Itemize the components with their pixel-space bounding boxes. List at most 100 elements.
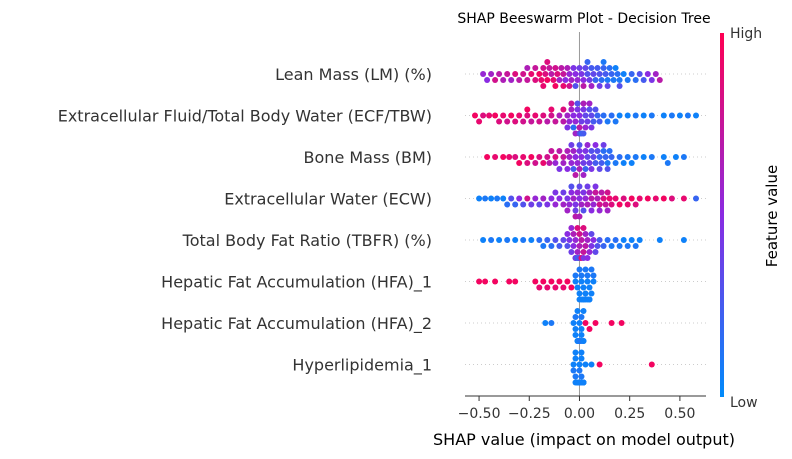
shap-point	[488, 195, 495, 202]
shap-point	[636, 195, 643, 202]
shap-point	[616, 154, 623, 160]
shap-point	[568, 142, 575, 148]
shap-point	[586, 249, 593, 255]
shap-point	[574, 100, 581, 107]
shap-point	[570, 65, 577, 71]
shap-point	[594, 112, 601, 119]
shap-point	[608, 154, 615, 160]
shap-point	[524, 65, 531, 71]
shap-point	[548, 148, 555, 154]
shap-point	[516, 77, 523, 83]
shap-point	[560, 106, 567, 113]
shap-point	[524, 195, 531, 202]
shap-point	[588, 65, 595, 71]
shap-point	[576, 195, 583, 202]
shap-point	[578, 272, 585, 279]
shap-point	[544, 154, 551, 160]
shap-point	[552, 189, 559, 196]
shap-point	[476, 278, 483, 285]
shap-point	[532, 65, 539, 71]
shap-point	[568, 189, 575, 196]
shap-point	[576, 142, 583, 148]
shap-point	[582, 65, 589, 71]
shap-point	[566, 83, 573, 89]
shap-point	[602, 201, 609, 208]
shap-point	[680, 237, 687, 243]
shap-point	[596, 166, 603, 172]
shap-point	[580, 284, 587, 291]
x-tick-label: −0.50	[458, 406, 501, 422]
shap-point	[586, 296, 593, 303]
shap-point	[656, 237, 663, 243]
shap-point	[500, 112, 507, 119]
shap-point	[620, 195, 627, 202]
shap-point	[528, 118, 535, 125]
shap-point	[612, 237, 619, 243]
shap-point	[572, 237, 579, 243]
shap-point	[600, 243, 607, 249]
shap-point	[608, 201, 615, 208]
shap-point	[574, 308, 581, 314]
feature-label: Lean Mass (LM) (%)	[275, 65, 432, 84]
shap-point	[584, 278, 591, 285]
shap-point	[580, 379, 587, 386]
shap-point	[560, 118, 567, 125]
shap-point	[574, 249, 581, 255]
shap-point	[616, 112, 623, 119]
shap-point	[556, 112, 563, 119]
shap-point	[500, 77, 507, 83]
shap-point	[516, 160, 523, 166]
shap-point	[492, 112, 499, 119]
shap-point	[582, 166, 589, 172]
shap-point	[576, 290, 583, 297]
shap-point	[652, 195, 659, 202]
shap-point	[606, 148, 613, 154]
shap-point	[588, 266, 595, 273]
shap-point	[574, 77, 581, 83]
colorbar-title: Feature value	[763, 165, 781, 267]
shap-point	[584, 272, 591, 279]
shap-point	[548, 278, 555, 285]
shap-point	[536, 201, 543, 208]
shap-point	[624, 77, 631, 83]
shap-point	[628, 195, 635, 202]
shap-point	[546, 65, 553, 71]
shap-point	[504, 237, 511, 243]
shap-point	[572, 278, 579, 285]
shap-point	[504, 201, 511, 208]
shap-point	[582, 124, 589, 131]
shap-point	[596, 237, 603, 243]
shap-point	[536, 118, 543, 125]
shap-point	[532, 77, 539, 83]
shap-point	[576, 361, 583, 368]
shap-point	[668, 112, 675, 119]
shap-point	[616, 201, 623, 208]
shap-point	[584, 237, 591, 243]
shap-point	[574, 225, 581, 231]
shap-point	[596, 154, 603, 160]
shap-point	[628, 160, 635, 166]
shap-point	[578, 332, 585, 338]
shap-point	[590, 237, 597, 243]
shap-point	[640, 154, 647, 160]
shap-point	[570, 166, 577, 172]
shap-point	[488, 237, 495, 243]
shap-point	[608, 71, 615, 77]
shap-point	[512, 278, 519, 285]
shap-point	[594, 148, 601, 154]
shap-point	[664, 160, 671, 166]
shap-point	[644, 195, 651, 202]
shap-point	[540, 65, 547, 71]
shap-point	[668, 195, 675, 202]
shap-point	[632, 243, 639, 249]
shap-point	[594, 243, 601, 249]
shap-point	[606, 65, 613, 71]
shap-point	[576, 243, 583, 249]
shap-point	[582, 266, 589, 273]
shap-point	[600, 112, 607, 119]
shap-point	[588, 207, 595, 214]
shap-point	[564, 166, 571, 172]
shap-point	[672, 154, 679, 160]
shap-point	[544, 284, 551, 291]
